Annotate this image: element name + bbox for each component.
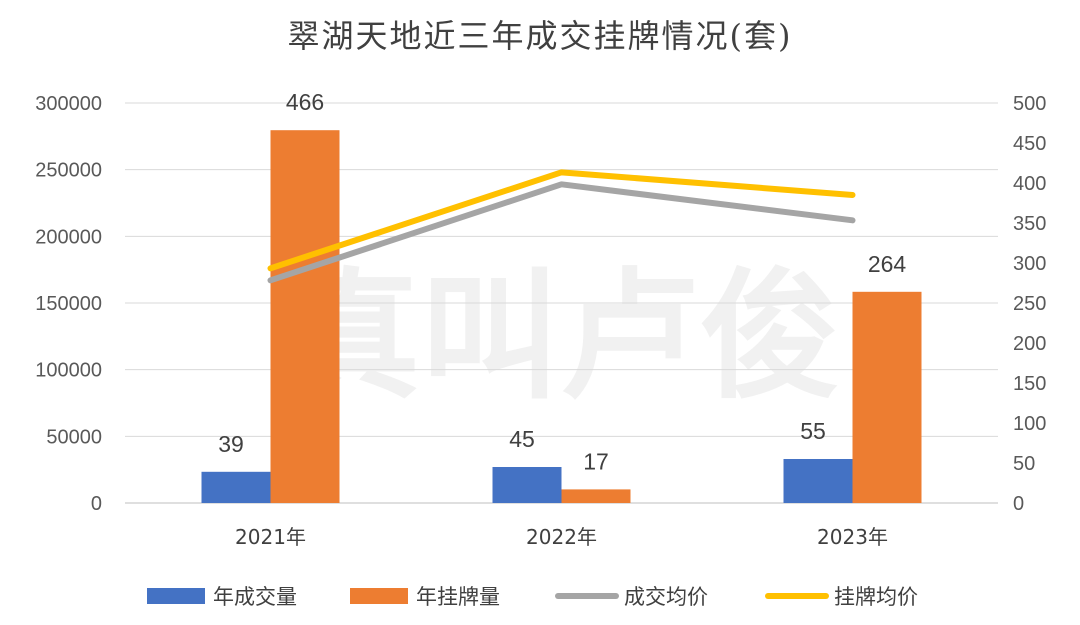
bar-data-label: 39 [218,431,244,457]
bar-data-label: 45 [509,426,535,452]
bar-listings [270,130,340,503]
line-avg-transaction-price [267,181,856,284]
bar-data-label: 17 [583,448,609,474]
right-tick-label: 250 [1013,293,1046,315]
right-tick-label: 500 [1013,93,1046,115]
legend-swatch [147,588,205,604]
right-tick-label: 50 [1013,453,1035,475]
bar-data-label: 466 [286,89,324,115]
category-label: 2022年 [526,525,597,549]
right-tick-label: 150 [1013,373,1046,395]
left-tick-label: 100000 [35,360,102,382]
category-label: 2021年 [235,525,306,549]
right-tick-label: 350 [1013,213,1046,235]
right-tick-label: 100 [1013,413,1046,435]
bar-data-label: 264 [868,251,907,277]
legend-swatch [350,588,408,604]
category-label: 2023年 [817,525,888,549]
bar-listings [852,291,922,503]
right-axis-ticks: 0 50 100 150 200 250 300 350 400 450 500 [1013,93,1046,515]
line-avg-listing-price [267,169,856,272]
bar-listings [561,489,631,503]
legend-label: 年成交量 [213,585,297,609]
right-tick-label: 0 [1013,493,1024,515]
chart-title: 翠湖天地近三年成交挂牌情况(套) [288,17,793,55]
right-tick-label: 200 [1013,333,1046,355]
bar-series: 39 45 55 466 17 264 [201,89,922,503]
bar-transactions [492,467,562,503]
bar-transactions [783,459,853,503]
left-tick-label: 300000 [35,93,102,115]
legend-label: 挂牌均价 [834,585,918,609]
left-tick-label: 250000 [35,160,102,182]
right-tick-label: 450 [1013,133,1046,155]
left-tick-label: 200000 [35,226,102,248]
right-tick-label: 300 [1013,253,1046,275]
legend-label: 成交均价 [624,585,708,609]
bar-transactions [201,471,271,503]
line-series [267,169,856,284]
left-axis-ticks: 0 50000 100000 150000 200000 250000 300000 [35,93,102,515]
legend-label: 年挂牌量 [416,585,500,609]
left-tick-label: 150000 [35,293,102,315]
left-tick-label: 0 [91,493,102,515]
bar-data-label: 55 [800,418,826,444]
watermark: 真叫卢俊 [280,256,840,419]
legend: 年成交量 年挂牌量 成交均价 挂牌均价 [147,585,918,609]
left-tick-label: 50000 [46,426,102,448]
right-tick-label: 400 [1013,173,1046,195]
category-axis: 2021年 2022年 2023年 [235,525,888,549]
